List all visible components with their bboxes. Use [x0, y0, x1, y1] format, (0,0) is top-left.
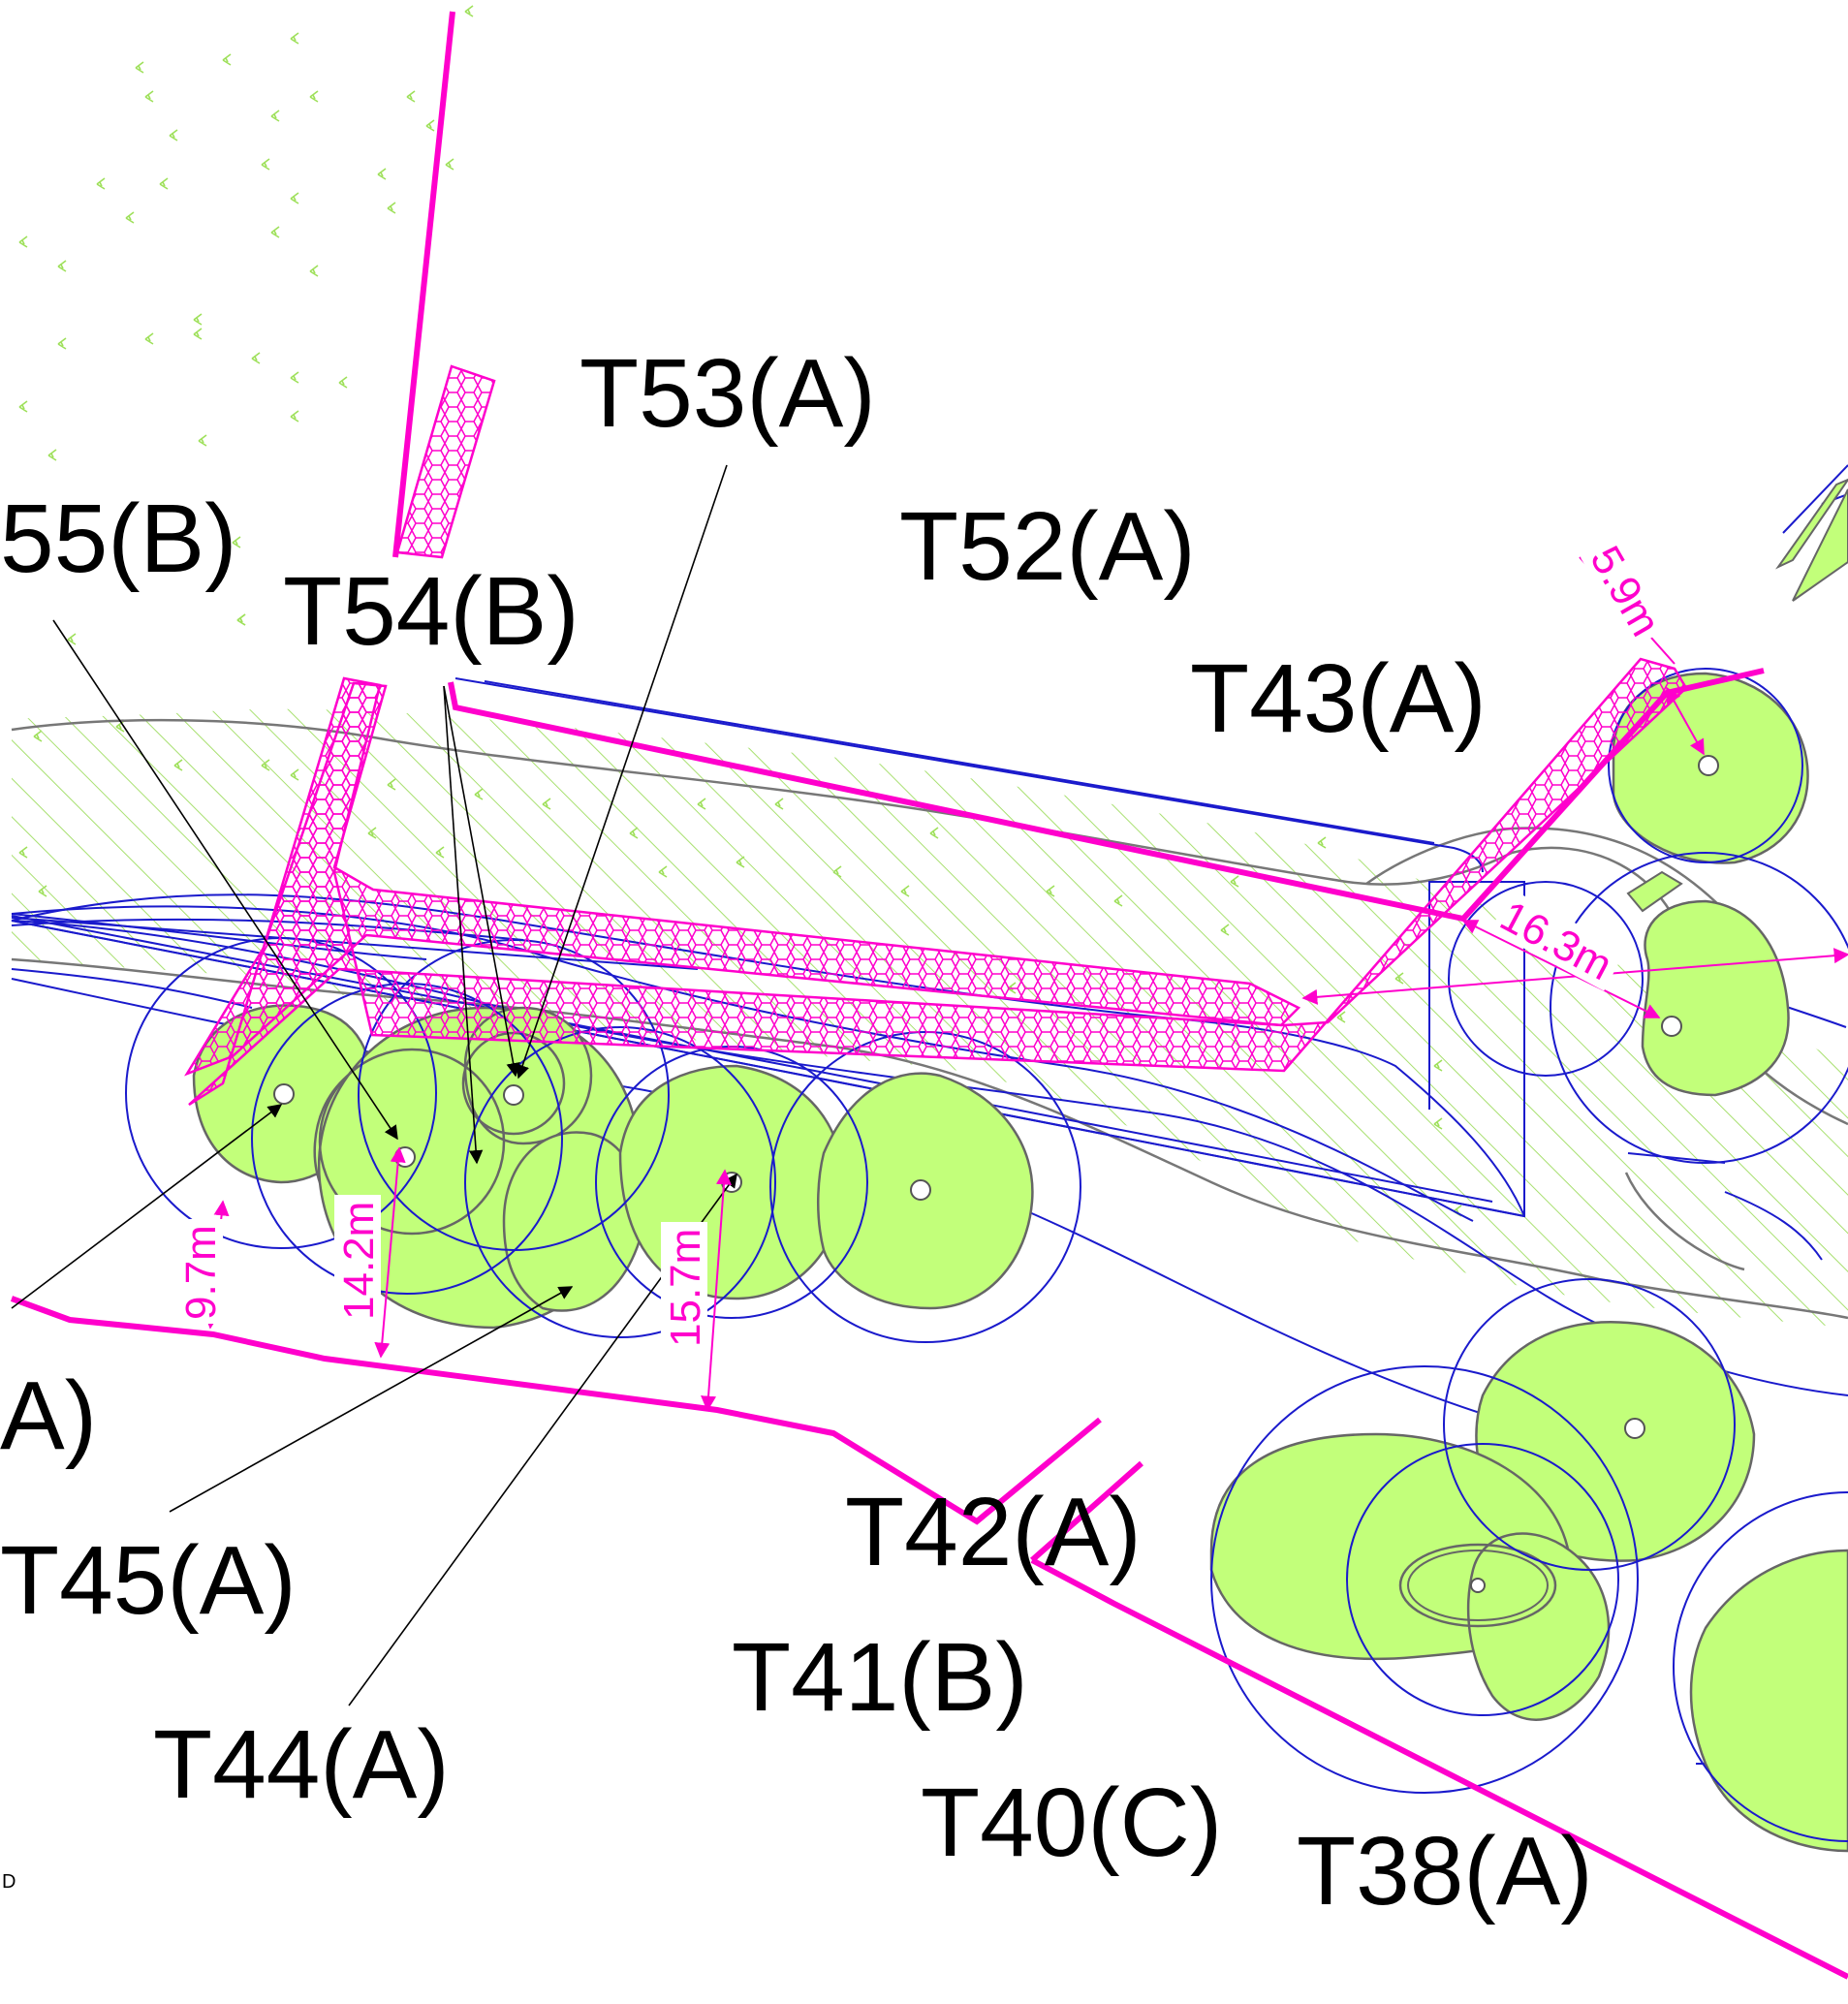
- footer-mark: D: [2, 1871, 16, 1893]
- tree-label-t53: T53(A): [579, 339, 876, 448]
- canopy-t40-inner: [1398, 1543, 1557, 1628]
- dimension-bg: [334, 1195, 381, 1324]
- dimension-bg: [1489, 889, 1626, 991]
- rpa-circle-11: [1673, 1491, 1848, 1842]
- dimension-bg: [661, 1222, 707, 1351]
- leader-t54b: [443, 685, 484, 1165]
- ground-protection-zones: [184, 364, 1688, 1107]
- canopy-t43: [1641, 899, 1790, 1097]
- dimension-text: 15.7m: [662, 1229, 709, 1347]
- tree-label-t44: T44(A): [153, 1710, 450, 1819]
- tree-label-t40: T40(C): [921, 1769, 1222, 1877]
- dimension-d5: 15.7m: [661, 1222, 709, 1351]
- tree-label-t42: T42(A): [845, 1478, 1142, 1586]
- tree-label-t45: T45(A): [0, 1526, 297, 1635]
- site-boundary: [10, 11, 1848, 1980]
- canopy-t40-inner2: [1407, 1550, 1549, 1621]
- dim-line-14-2m: [374, 1146, 406, 1359]
- dimension-bg: [1581, 534, 1674, 649]
- canopy-t55-inner: [318, 1048, 506, 1236]
- tree-label-t54: T54(B): [283, 557, 579, 666]
- rpa-circle-10: [1346, 1443, 1619, 1716]
- canopy-t38: [1689, 1549, 1848, 1853]
- tree-stem-2: [503, 1084, 524, 1106]
- tree-stem-8: [1470, 1578, 1486, 1593]
- tree-labels: 55(B) T54(B)T53(A)T52(A) T43(A) A) T45(A) T44…: [0, 339, 1593, 1926]
- canopy-t40b: [1466, 1532, 1611, 1721]
- rpa-circle-9: [1210, 1365, 1639, 1794]
- tree-label-t38: T38(A): [1297, 1817, 1593, 1926]
- tree-stem-7: [1624, 1418, 1645, 1439]
- tree-stem-0: [273, 1083, 295, 1105]
- tree-stem-5: [1698, 755, 1719, 776]
- tree-label-t55: 55(B): [0, 485, 237, 593]
- dim-line-5-9m: [1666, 686, 1705, 756]
- rpa-circle-6: [1608, 668, 1803, 863]
- tree-stem-4: [910, 1179, 931, 1201]
- tree-label-t43: T43(A): [1190, 644, 1487, 753]
- dimension-text: 9.7m: [177, 1225, 225, 1320]
- leader-t55: [52, 619, 398, 1141]
- dimension-d4: 14.2m: [334, 1195, 383, 1324]
- leader-t53: [516, 464, 728, 1080]
- dimension-d1: 5.9m: [1581, 534, 1674, 649]
- leader-t54a: [443, 685, 520, 1078]
- tree-label-t52: T52(A): [899, 492, 1196, 601]
- dimension-text: 14.2m: [335, 1202, 383, 1320]
- dimension-bg: [176, 1219, 223, 1324]
- hedge-strip-lower: [1626, 870, 1683, 913]
- rpa-circle-8: [1443, 1278, 1736, 1571]
- dim-line-16-3m-b: [1461, 920, 1661, 1018]
- dimension-d3: 9.7m: [176, 1219, 225, 1324]
- hedge-strip: [1775, 478, 1848, 602]
- leader-t45: [169, 1286, 574, 1513]
- tree-stem-6: [1661, 1016, 1682, 1037]
- tree-label-t46: A): [0, 1362, 97, 1470]
- dim-line-15-7m: [701, 1169, 732, 1412]
- leader-t46: [11, 1104, 283, 1309]
- tree-label-t41: T41(B): [732, 1623, 1028, 1732]
